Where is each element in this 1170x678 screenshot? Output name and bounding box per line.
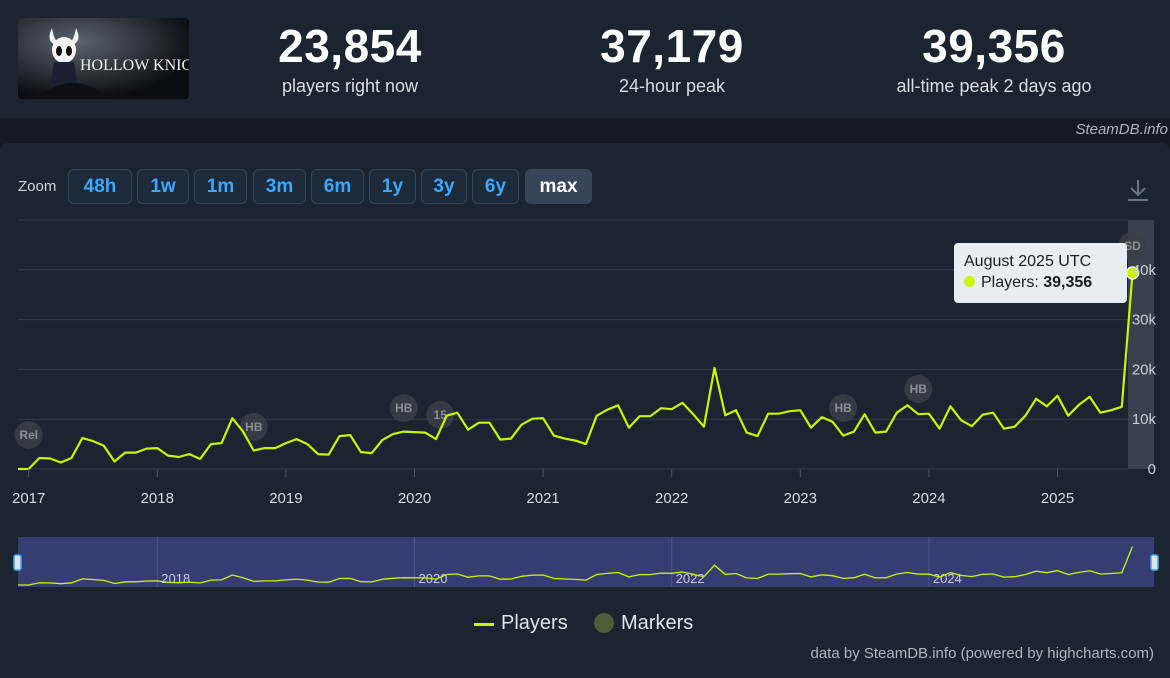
x-axis: 2017 2018 2019 2020 2021 2022 2023 2024 2025 bbox=[12, 469, 1074, 507]
navigator: 2018 2020 2022 2024 bbox=[13, 537, 1159, 587]
y-tick-label: 10k bbox=[1132, 411, 1157, 428]
peak-24h-value: 37,179 bbox=[600, 20, 744, 72]
event-marker[interactable]: HB bbox=[904, 375, 933, 403]
event-marker-label: SD bbox=[1124, 239, 1141, 253]
zoom-button-1y[interactable]: 1y bbox=[369, 169, 416, 204]
event-marker-label: Rel bbox=[19, 428, 38, 442]
all-time-peak-value: 39,356 bbox=[922, 20, 1066, 72]
event-marker-circle[interactable] bbox=[904, 375, 933, 403]
event-marker-label: HB bbox=[395, 401, 413, 415]
tooltip-value: 39,356 bbox=[1043, 274, 1093, 291]
tooltip-series-label: Players: bbox=[981, 274, 1039, 291]
y-axis: 0 10k 20k 30k 40k bbox=[1132, 262, 1157, 478]
event-marker[interactable]: 15 bbox=[426, 401, 455, 429]
download-icon[interactable] bbox=[1124, 176, 1152, 204]
event-marker-label: HB bbox=[910, 382, 928, 396]
event-marker-circle[interactable] bbox=[389, 394, 418, 422]
event-marker[interactable]: HB bbox=[829, 394, 858, 422]
crosshair-band bbox=[1128, 220, 1154, 469]
event-marker-label: 15 bbox=[434, 408, 448, 422]
y-tick-label: 30k bbox=[1132, 312, 1157, 329]
credit-bottom[interactable]: data by SteamDB.info (powered by highcha… bbox=[810, 645, 1155, 662]
zoom-button-48h[interactable]: 48h bbox=[68, 169, 132, 204]
zoom-label: Zoom bbox=[18, 178, 57, 195]
tooltip-series-dot bbox=[964, 276, 975, 288]
event-marker-circle[interactable] bbox=[14, 421, 43, 449]
navigator-series bbox=[18, 546, 1134, 586]
event-marker-label: HB bbox=[834, 401, 852, 415]
all-time-peak-label: all-time peak 2 days ago bbox=[896, 76, 1092, 96]
stat-all-time-peak: 39,356 all-time peak 2 days ago bbox=[864, 22, 1124, 97]
navigator-tick-label: 2018 bbox=[161, 571, 190, 586]
navigator-tick-label: 2024 bbox=[933, 571, 962, 586]
x-tick-label: 2018 bbox=[141, 490, 174, 507]
x-tick-label: 2019 bbox=[269, 490, 302, 507]
zoom-button-6m[interactable]: 6m bbox=[311, 169, 364, 204]
event-marker[interactable]: HB bbox=[389, 394, 418, 422]
stats-bar: HOLLOW KNIGHT 23,854 players right now 3… bbox=[0, 0, 1170, 118]
players-now-value: 23,854 bbox=[278, 20, 422, 72]
stat-players-now: 23,854 players right now bbox=[220, 22, 480, 97]
peak-24h-label: 24-hour peak bbox=[618, 76, 726, 96]
crosshair bbox=[1128, 220, 1154, 469]
event-marker-circle[interactable] bbox=[239, 413, 268, 441]
tooltip-title: August 2025 UTC bbox=[964, 253, 1092, 270]
x-tick-label: 2020 bbox=[398, 490, 431, 507]
x-tick-label: 2025 bbox=[1041, 490, 1074, 507]
navigator-handle-right[interactable] bbox=[1150, 554, 1159, 571]
players-series bbox=[18, 266, 1140, 471]
event-marker[interactable]: HB bbox=[239, 413, 268, 441]
event-marker-circle[interactable] bbox=[829, 394, 858, 422]
game-logo-text: HOLLOW KNIGHT bbox=[80, 57, 189, 74]
event-marker-label: HB bbox=[245, 420, 263, 434]
navigator-handle-left[interactable] bbox=[13, 554, 22, 571]
y-tick-label: 20k bbox=[1132, 361, 1157, 378]
grid-lines bbox=[18, 219, 1128, 470]
zoom-button-3m[interactable]: 3m bbox=[253, 169, 306, 204]
zoom-button-6y[interactable]: 6y bbox=[472, 169, 519, 204]
x-tick-label: 2024 bbox=[912, 490, 945, 507]
event-marker-circle[interactable] bbox=[426, 401, 455, 429]
chart-tooltip: August 2025 UTC Players: 39,356 bbox=[954, 243, 1127, 303]
zoom-button-3y[interactable]: 3y bbox=[421, 169, 467, 204]
legend-markers-swatch[interactable] bbox=[594, 613, 614, 633]
y-tick-label: 0 bbox=[1148, 461, 1156, 478]
zoom-button-max[interactable]: max bbox=[525, 169, 592, 204]
stat-24h-peak: 37,179 24-hour peak bbox=[542, 22, 802, 97]
navigator-background[interactable] bbox=[18, 537, 1154, 587]
tooltip-value-row: Players: 39,356 bbox=[964, 272, 1117, 294]
x-tick-label: 2017 bbox=[12, 490, 45, 507]
x-tick-label: 2023 bbox=[784, 490, 817, 507]
legend-players[interactable]: Players bbox=[501, 612, 568, 634]
players-now-label: players right now bbox=[281, 76, 419, 96]
players-line[interactable] bbox=[18, 272, 1134, 471]
x-tick-label: 2021 bbox=[526, 490, 559, 507]
x-tick-label: 2022 bbox=[655, 490, 688, 507]
zoom-button-1m[interactable]: 1m bbox=[194, 169, 247, 204]
event-marker[interactable]: Rel bbox=[14, 421, 43, 449]
steamdb-credit-top[interactable]: SteamDB.info bbox=[1075, 121, 1168, 138]
chart-panel bbox=[0, 143, 1170, 678]
legend-players-swatch[interactable] bbox=[474, 623, 494, 626]
y-tick-label: 40k bbox=[1132, 262, 1157, 279]
legend-markers[interactable]: Markers bbox=[621, 612, 694, 634]
zoom-button-1w[interactable]: 1w bbox=[137, 169, 189, 204]
game-thumbnail[interactable]: HOLLOW KNIGHT bbox=[18, 18, 189, 99]
